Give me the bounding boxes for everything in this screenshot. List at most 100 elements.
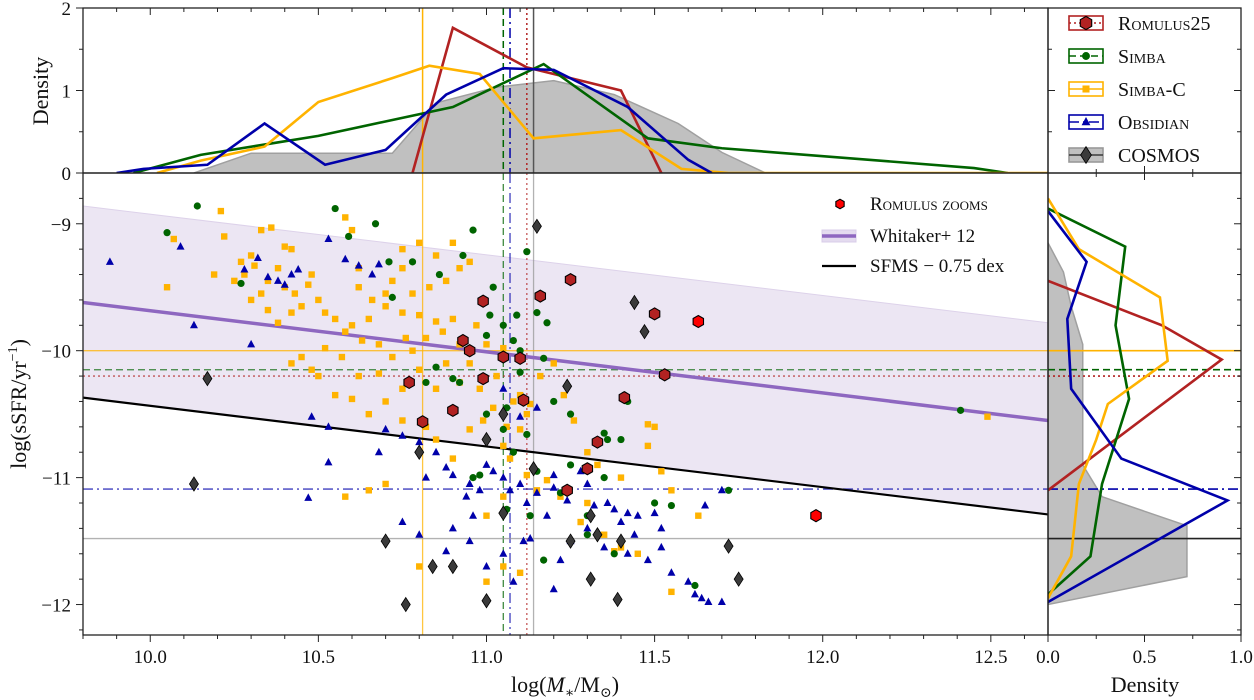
scatter-point-obsidian: [469, 511, 478, 519]
sfms-line: [83, 396, 1048, 516]
scatter-series-romulus-zooms: [692, 314, 822, 523]
scatter-point-simba-c: [217, 207, 225, 215]
scatter-point-simba-c: [523, 410, 531, 418]
scatter-point-obsidian: [650, 508, 659, 517]
scatter-point-simba: [583, 531, 591, 539]
main-y-tick-label: −12: [41, 596, 71, 617]
scatter-point-obsidian: [704, 597, 713, 605]
legend-inner: Romulus zooms Whitaker+ 12 SFMS − 0.75 dex: [821, 194, 1005, 277]
scatter-point-simba: [385, 258, 393, 266]
scatter-point-simba-c: [466, 426, 473, 433]
scatter-point-simba: [667, 501, 676, 510]
scatter-point-romulus25: [514, 351, 526, 365]
scatter-point-romulus25: [648, 307, 661, 321]
scatter-point-obsidian: [304, 493, 313, 501]
scatter-point-simba: [237, 279, 245, 288]
scatter-point-simba-c: [479, 417, 487, 424]
scatter-point-simba-c: [274, 264, 282, 272]
scatter-point-obsidian: [623, 549, 632, 557]
scatter-point-simba-c: [342, 214, 349, 221]
scatter-point-obsidian: [549, 584, 558, 593]
scatter-point-simba: [489, 283, 497, 291]
scatter-point-obsidian: [643, 555, 652, 564]
scatter-point-cosmos: [202, 370, 213, 387]
scatter-point-obsidian: [556, 555, 565, 564]
scatter-point-obsidian: [432, 447, 441, 456]
scatter-point-simba-c: [416, 366, 423, 373]
scatter-point-obsidian: [448, 523, 457, 532]
scatter-point-simba-c: [516, 569, 524, 577]
scatter-point-simba: [459, 251, 467, 260]
scatter-point-simba-c: [348, 395, 356, 403]
scatter-point-obsidian: [717, 597, 726, 605]
scatter-point-simba-c: [342, 328, 349, 335]
scatter-point-simba-c: [409, 347, 416, 354]
scatter-point-simba-c: [500, 442, 507, 450]
scatter-point-obsidian: [657, 542, 666, 551]
scatter-point-simba-c: [308, 366, 315, 373]
scatter-point-simba: [469, 226, 477, 234]
right-hist-romulus25-line: [1048, 279, 1225, 492]
legend-label: Obsidian: [1118, 112, 1189, 134]
scatter-point-obsidian: [263, 272, 272, 281]
top-hist-obsidian-line: [116, 66, 713, 173]
scatter-series-obsidian: [105, 234, 726, 605]
scatter-point-obsidian: [489, 466, 498, 475]
scatter-point-obsidian: [442, 546, 451, 555]
right-x-tick-label: 1.0: [1229, 647, 1253, 668]
scatter-point-simba-c: [355, 372, 362, 380]
scatter-point-simba-c: [170, 235, 177, 243]
scatter-series-romulus25: [403, 272, 671, 497]
main-y-tick-label: −10: [41, 342, 71, 363]
scatter-series-cosmos: [188, 218, 744, 613]
scatter-point-simba: [610, 550, 618, 558]
scatter-point-simba-c: [560, 391, 568, 399]
scatter-point-romulus25: [463, 344, 476, 358]
scatter-point-simba-c: [516, 426, 524, 433]
top-y-axis-label: Density: [28, 57, 53, 125]
scatter-point-simba-c: [342, 493, 349, 500]
scatter-point-obsidian: [482, 561, 491, 570]
scatter-point-simba: [476, 471, 484, 479]
scatter-point-obsidian: [583, 523, 592, 532]
scatter-point-simba-c: [231, 277, 238, 285]
right-hist-simba-line: [1048, 207, 1131, 596]
scatter-point-simba-c: [258, 226, 265, 234]
scatter-point-simba: [600, 474, 608, 482]
legend-swatch-marker: [1079, 15, 1093, 31]
scatter-point-simba-c: [439, 328, 446, 335]
scatter-point-simba-c: [298, 353, 305, 361]
x-label-close: ): [612, 672, 619, 697]
x-tick-label: 11.5: [638, 647, 671, 668]
scatter-point-simba-c: [466, 258, 473, 266]
scatter-point-simba-c: [338, 353, 346, 361]
scatter-point-obsidian: [247, 339, 256, 348]
scatter-point-simba-c: [399, 264, 406, 272]
scatter-point-simba-c: [348, 226, 356, 234]
scatter-point-simba-c: [584, 499, 591, 507]
scatter-point-romulus25: [591, 435, 604, 449]
scatter-point-simba-c: [416, 311, 423, 319]
scatter-point-obsidian: [532, 488, 541, 496]
scatter-point-simba: [526, 512, 534, 520]
legend-romulus-zooms-marker: [835, 198, 845, 210]
legend-entry-simba: Simba: [1068, 46, 1167, 68]
scatter-point-simba-c: [402, 334, 409, 342]
scatter-point-simba-c: [163, 284, 171, 291]
main-y-axis-label: log(sSFR/yr−1): [6, 339, 31, 469]
scatter-point-simba: [486, 311, 494, 319]
legend-swatch-marker: [1082, 85, 1090, 93]
scatter-point-simba-c: [483, 512, 490, 519]
scatter-point-obsidian: [583, 479, 592, 487]
scatter-point-obsidian: [398, 517, 407, 526]
scatter-point-simba-c: [321, 344, 329, 352]
scatter-point-cosmos: [629, 294, 640, 311]
scatter-point-simba: [449, 375, 457, 383]
scatter-point-obsidian: [381, 424, 390, 433]
scatter-point-simba-c: [241, 271, 248, 278]
scatter-point-obsidian: [105, 257, 114, 265]
scatter-point-cosmos: [380, 533, 391, 549]
scatter-point-simba-c: [331, 315, 339, 323]
scatter-point-cosmos: [592, 526, 603, 543]
scatter-point-simba-c: [466, 360, 473, 367]
